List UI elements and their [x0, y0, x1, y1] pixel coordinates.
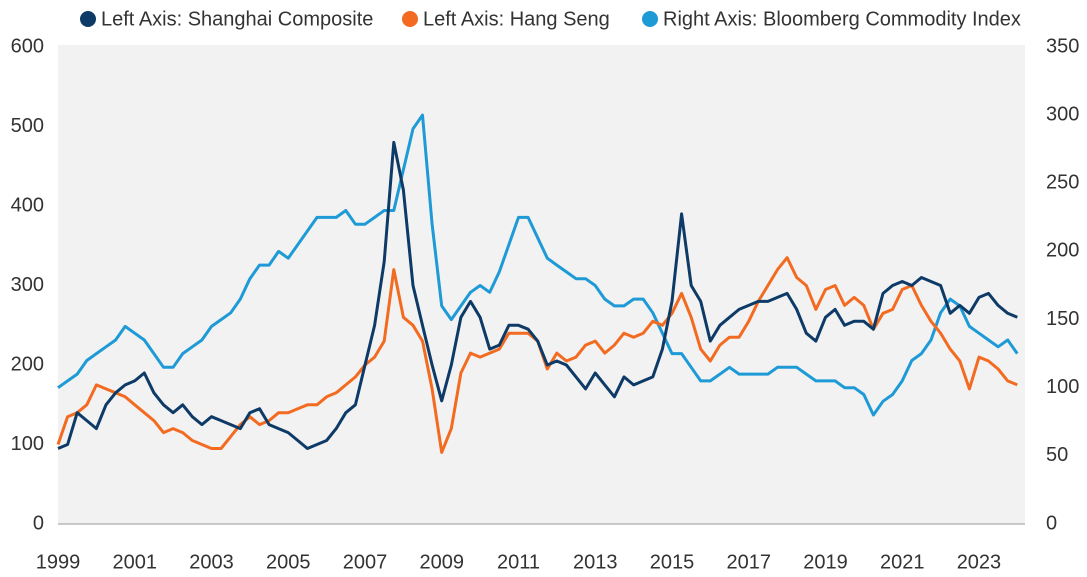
y2-tick-label: 0: [1046, 512, 1057, 534]
x-tick-label: 2011: [497, 551, 540, 573]
x-tick-label: 1999: [36, 551, 81, 573]
series-line: [57, 140, 1018, 450]
x-tick-label: 2007: [343, 551, 388, 573]
legend-label: Left Axis: Shanghai Composite: [101, 8, 373, 30]
x-tick-label: 2005: [266, 551, 311, 573]
y-tick-label: 300: [11, 274, 44, 296]
x-tick-label: 2019: [803, 551, 848, 573]
x-tick-label: 2023: [957, 551, 1002, 573]
x-tick-label: 2009: [419, 551, 464, 573]
y2-tick-label: 50: [1046, 444, 1068, 466]
legend-marker: [642, 11, 658, 27]
y2-tick-label: 200: [1046, 240, 1079, 262]
x-tick-label: 2015: [650, 551, 695, 573]
legend-label: Left Axis: Hang Seng: [423, 8, 610, 30]
x-tick-label: 2017: [726, 551, 771, 573]
y2-tick-label: 250: [1046, 172, 1079, 194]
y2-tick-label: 150: [1046, 308, 1079, 330]
y2-tick-label: 350: [1046, 35, 1079, 57]
series-line: [57, 113, 1019, 417]
legend-marker: [80, 11, 96, 27]
x-tick-label: 2003: [189, 551, 234, 573]
x-tick-label: 2001: [112, 551, 157, 573]
y-tick-label: 100: [11, 433, 44, 455]
x-tick-label: 2013: [573, 551, 618, 573]
y-tick-label: 600: [11, 35, 44, 57]
legend-label: Right Axis: Bloomberg Commodity Index: [663, 8, 1021, 30]
y-tick-label: 500: [11, 115, 44, 137]
plot-area: [58, 45, 1025, 524]
legend-marker: [402, 11, 418, 27]
y2-tick-label: 100: [1046, 376, 1079, 398]
y-tick-label: 400: [11, 194, 44, 216]
y-tick-label: 200: [11, 353, 44, 375]
y-tick-label: 0: [33, 512, 44, 534]
y2-tick-label: 300: [1046, 103, 1079, 125]
x-tick-label: 2021: [880, 551, 925, 573]
